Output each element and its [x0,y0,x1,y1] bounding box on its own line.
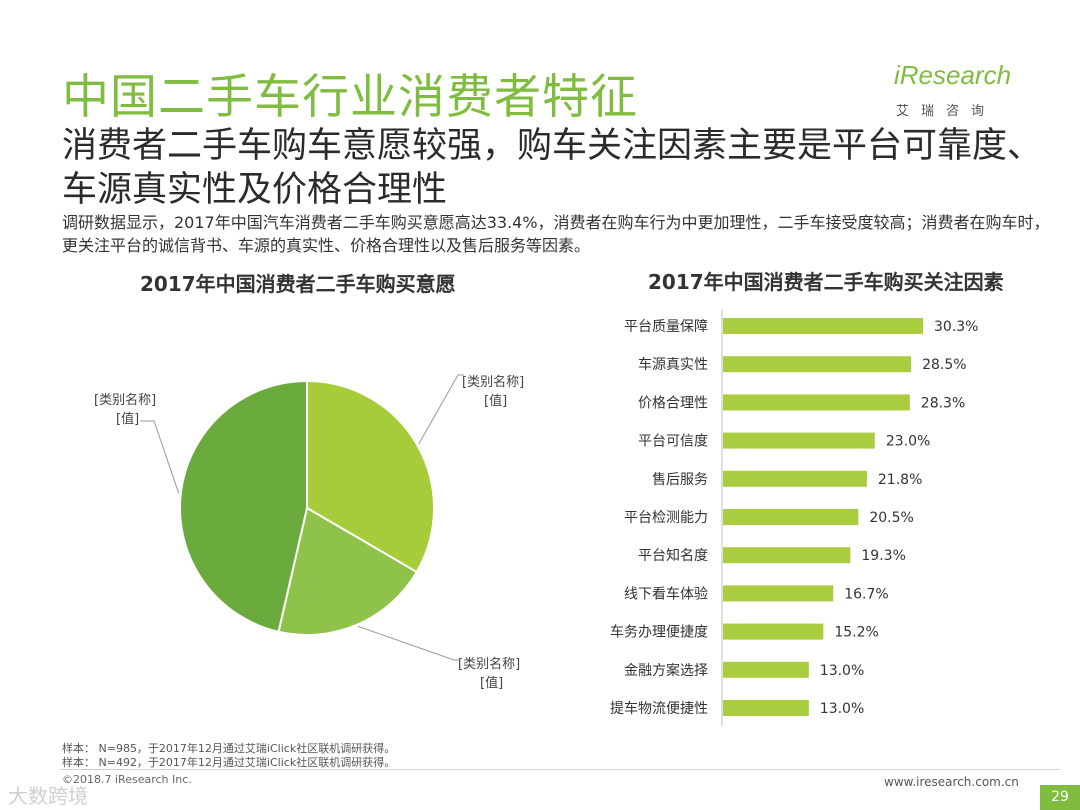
bar-value-label: 13.0% [820,663,864,679]
bar-category-label: 平台质量保障 [624,319,708,335]
bar [723,700,809,716]
logo-subtext: 艾瑞咨询 [896,104,997,119]
page-title: 中国二手车行业消费者特征 [62,70,638,125]
iresearch-logo: iResearch 艾瑞咨询 [892,56,1028,120]
bar-category-label: 平台检测能力 [624,510,708,526]
bar-category-label: 售后服务 [652,472,708,488]
pie-slice-value-label: [值] [484,393,507,409]
pie-slice-value-label: [值] [116,411,139,427]
page-number: 29 [1040,785,1080,810]
sample-note-2: 样本： N=492，于2017年12月通过艾瑞iClick社区联机调研获得。 [62,756,396,769]
bar-value-label: 19.3% [861,548,905,564]
watermark: 大数跨境 [8,784,88,808]
bar-category-label: 线下看车体验 [624,585,708,602]
logo-text: iResearch [894,60,1012,90]
description-text: 调研数据显示，2017年中国汽车消费者二手车购买意愿高达33.4%，消费者在购车… [62,213,1050,255]
bar-category-label: 车源真实性 [638,356,708,373]
bar-value-label: 16.7% [844,586,888,602]
bar-value-label: 30.3% [934,319,978,335]
sample-note-1: 样本： N=985，于2017年12月通过艾瑞iClick社区联机调研获得。 [62,742,396,755]
bar-category-label: 车务办理便捷度 [610,624,708,641]
copyright-text: ©2018.7 iResearch Inc. [62,773,192,786]
pie-chart-title: 2017年中国消费者二手车购买意愿 [140,272,456,296]
bar [723,509,859,525]
page-subtitle: 消费者二手车购车意愿较强，购车关注因素主要是平台可靠度、车源真实性及价格合理性 [62,126,1043,210]
bar-value-label: 20.5% [869,510,913,526]
pie-leader-line [418,374,464,444]
bar-chart: 平台质量保障 30.3% 车源真实性 28.5% 价格合理性 28.3% 平台可信度 23.0… [610,310,978,727]
bar [723,547,851,564]
bar-category-label: 价格合理性 [638,395,708,411]
bar-value-label: 23.0% [886,434,930,450]
bar-value-label: 21.8% [878,472,922,488]
bar [723,356,912,373]
pie-slice [277,506,419,636]
pie-slice-category-label: [类别名称] [458,656,520,672]
pie-leader-line [140,420,180,494]
bar-value-label: 15.2% [834,625,878,641]
bar [723,432,875,449]
pie-slice-category-label: [类别名称] [462,374,524,390]
pie-slice [179,379,308,633]
bar-category-label: 金融方案选择 [624,662,708,679]
website-link[interactable]: www.iresearch.com.cn [884,775,1019,789]
bar-value-label: 13.0% [820,701,864,717]
pie-chart: [类别名称] [值] [类别名称] [值] [类别名称] [值] [94,374,524,691]
bar-value-label: 28.5% [922,357,966,373]
bar-category-label: 平台可信度 [638,434,708,450]
bar [723,585,834,602]
bar [723,318,923,334]
footer-divider [60,769,1060,770]
bar-chart-title: 2017年中国消费者二手车购买关注因素 [648,270,1004,294]
pie-slice [306,379,435,574]
bar [723,623,824,640]
pie-slice-category-label: [类别名称] [94,392,156,408]
bar [723,661,809,678]
bar-value-label: 28.3% [921,395,965,411]
bar-category-label: 提车物流便捷性 [610,700,708,717]
bar-category-label: 平台知名度 [638,547,708,564]
bar [723,470,867,487]
pie-slice-value-label: [值] [480,675,503,691]
bar [723,394,910,411]
pie-leader-line [358,625,460,661]
